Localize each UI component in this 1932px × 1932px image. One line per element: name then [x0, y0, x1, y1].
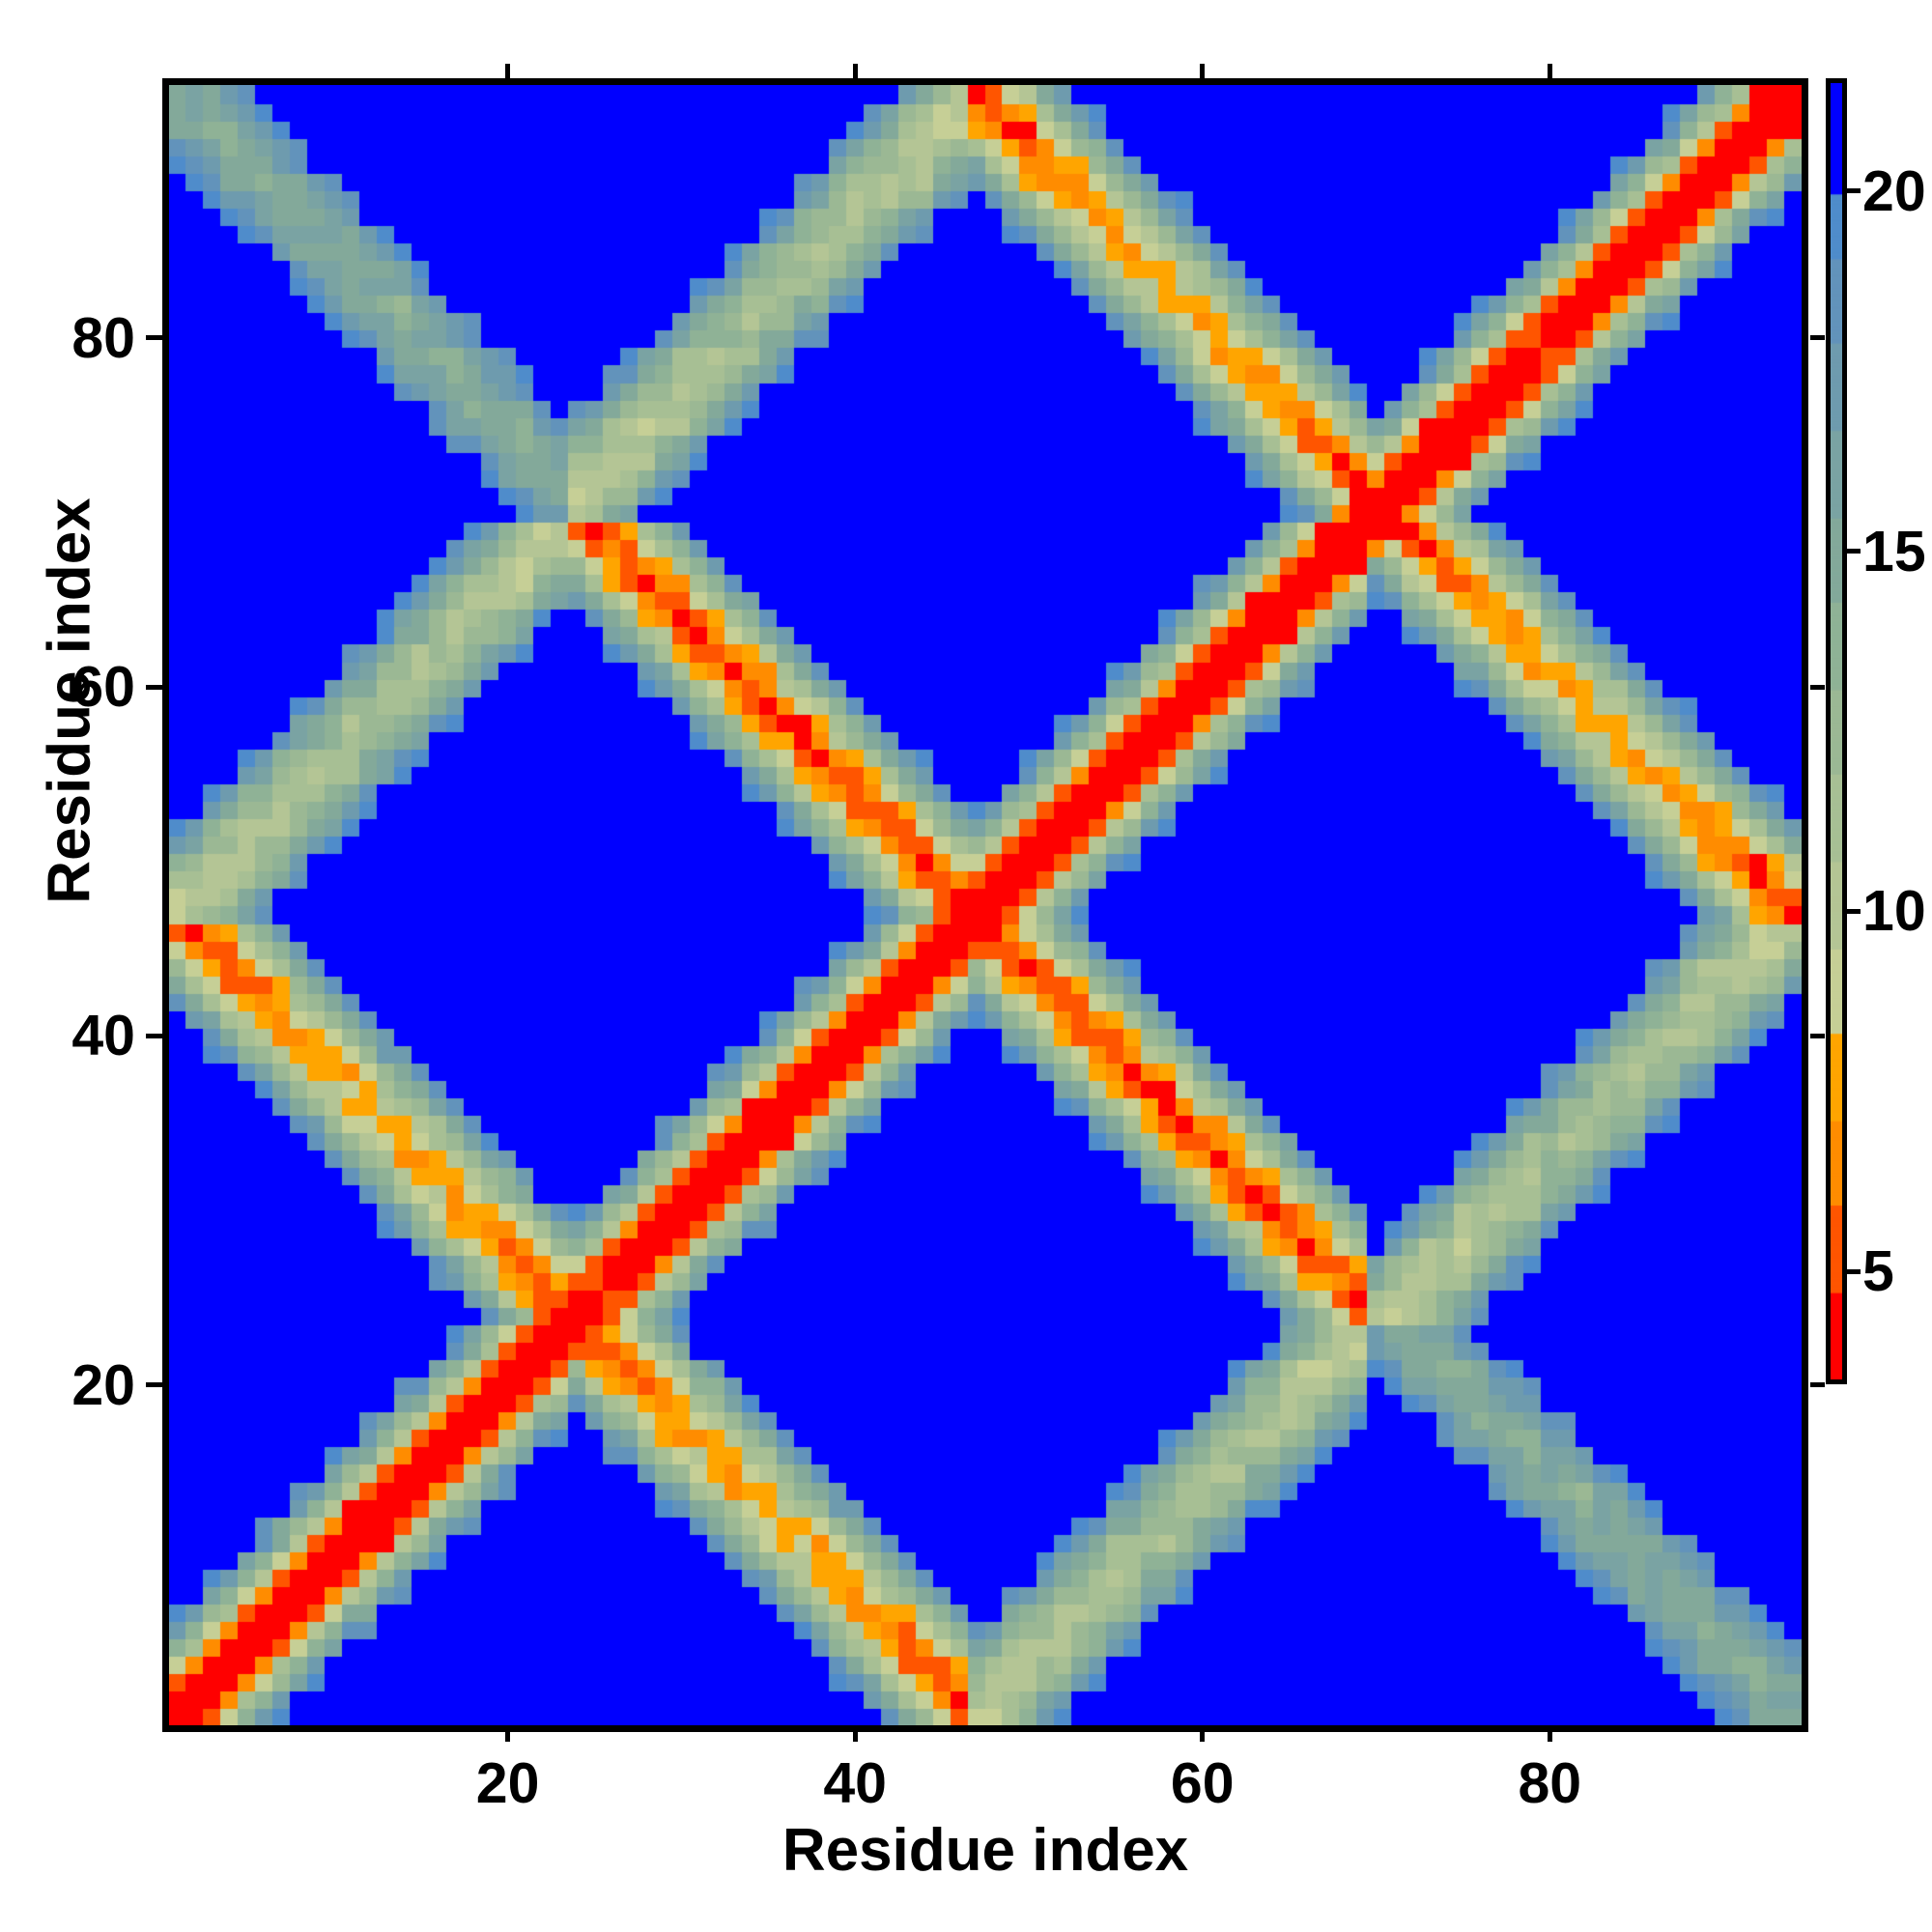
- y-tick-mark-right: [1810, 1382, 1825, 1388]
- colorbar-tick-mark: [1847, 188, 1861, 194]
- y-tick-mark: [146, 335, 162, 341]
- y-tick-mark-right: [1810, 684, 1825, 690]
- colorbar-group: 5 10 15 20: [1826, 78, 1926, 1384]
- x-tick-mark-top: [505, 64, 511, 78]
- x-axis-title: Residue index: [781, 1817, 1189, 1884]
- x-tick-mark-top: [1200, 64, 1206, 78]
- colorbar-tick-label: 15: [1862, 519, 1926, 583]
- y-tick-label: 80: [71, 305, 135, 370]
- colorbar: [1826, 78, 1847, 1384]
- colorbar-tick-mark: [1847, 908, 1861, 914]
- x-tick-mark: [1200, 1725, 1206, 1742]
- colorbar-tick-mark: [1847, 549, 1861, 554]
- x-tick-label: 20: [475, 1751, 540, 1815]
- colorbar-tick-label: 5: [1862, 1239, 1894, 1304]
- colorbar-canvas: [1831, 83, 1842, 1379]
- y-tick-mark: [146, 1382, 162, 1388]
- x-tick-mark-top: [852, 64, 858, 78]
- x-tick-mark: [1547, 1725, 1552, 1742]
- y-tick-label: 40: [71, 1004, 135, 1068]
- x-tick-mark: [505, 1725, 511, 1742]
- y-tick-mark: [146, 684, 162, 690]
- y-tick-label: 60: [71, 655, 135, 720]
- x-tick-mark: [852, 1725, 858, 1742]
- x-tick-mark-top: [1547, 64, 1552, 78]
- heatmap-canvas: [169, 85, 1802, 1725]
- colorbar-tick-label: 20: [1862, 158, 1926, 223]
- x-tick-label: 60: [1170, 1751, 1235, 1815]
- y-axis-title: Residue index: [36, 497, 103, 904]
- colorbar-tick-label: 10: [1862, 879, 1926, 944]
- x-tick-label: 80: [1518, 1751, 1582, 1815]
- colorbar-tick-mark: [1847, 1268, 1861, 1274]
- y-tick-label: 20: [71, 1352, 135, 1417]
- heatmap-plot-area: [162, 78, 1808, 1732]
- y-tick-mark-right: [1810, 335, 1825, 341]
- y-tick-mark: [146, 1033, 162, 1038]
- y-tick-mark-right: [1810, 1033, 1825, 1038]
- x-tick-label: 40: [823, 1751, 887, 1815]
